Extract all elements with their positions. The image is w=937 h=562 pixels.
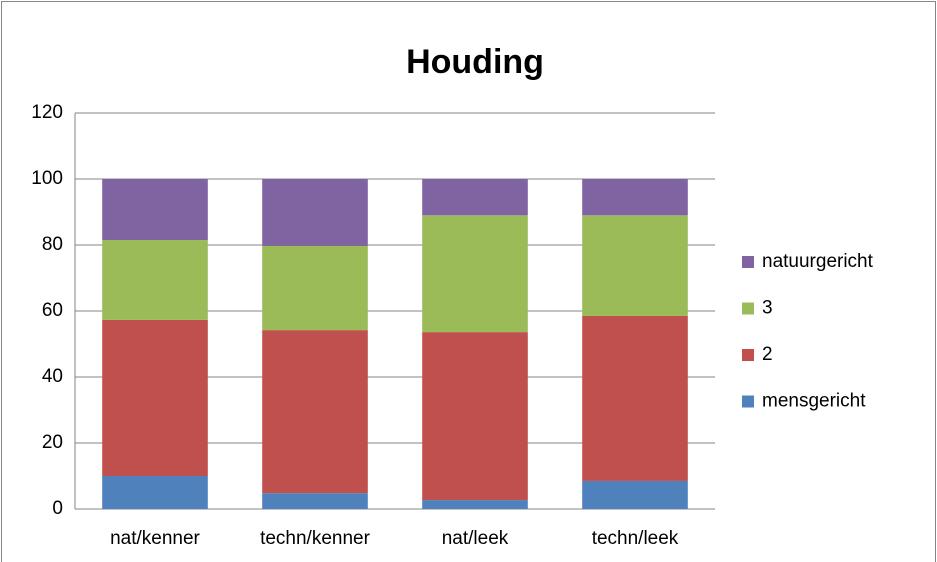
y-tick-label: 120 (31, 102, 63, 123)
bar-segment (262, 245, 368, 331)
bar-segment (102, 476, 208, 509)
y-tick-label: 60 (42, 300, 63, 321)
chart-title: Houding (406, 43, 544, 81)
bar-segment (262, 179, 368, 246)
legend-swatch (742, 302, 754, 315)
legend-label: 3 (762, 298, 773, 319)
y-tick-label: 0 (52, 498, 63, 519)
legend-swatch (742, 395, 754, 408)
bar-segment (582, 215, 688, 316)
x-tick-label: techn/leek (592, 528, 679, 549)
y-tick-label: 20 (42, 432, 63, 453)
bar-segment (422, 500, 528, 509)
legend-label: mensgericht (762, 391, 866, 412)
y-tick-label: 40 (42, 366, 63, 387)
bar-segment (102, 240, 208, 320)
legend-label: natuurgericht (762, 251, 874, 272)
x-tick-label: techn/kenner (260, 528, 371, 549)
bar-segment (422, 215, 528, 333)
bar-segment (102, 179, 208, 241)
legend-swatch (742, 256, 754, 268)
bar-segment (102, 319, 208, 476)
bar-segment (422, 332, 528, 501)
legend-label: 2 (762, 344, 773, 365)
bar-segment (262, 330, 368, 494)
x-tick-label: nat/kenner (110, 528, 200, 549)
bar-segment (582, 179, 688, 216)
legend-swatch (742, 349, 754, 361)
y-tick-label: 100 (31, 168, 63, 189)
bar-segment (582, 480, 688, 509)
y-tick-label: 80 (42, 234, 63, 255)
x-tick-label: nat/leek (442, 528, 509, 549)
bar-segment (422, 179, 528, 216)
bar-segment (582, 315, 688, 481)
bar-segment (262, 493, 368, 509)
